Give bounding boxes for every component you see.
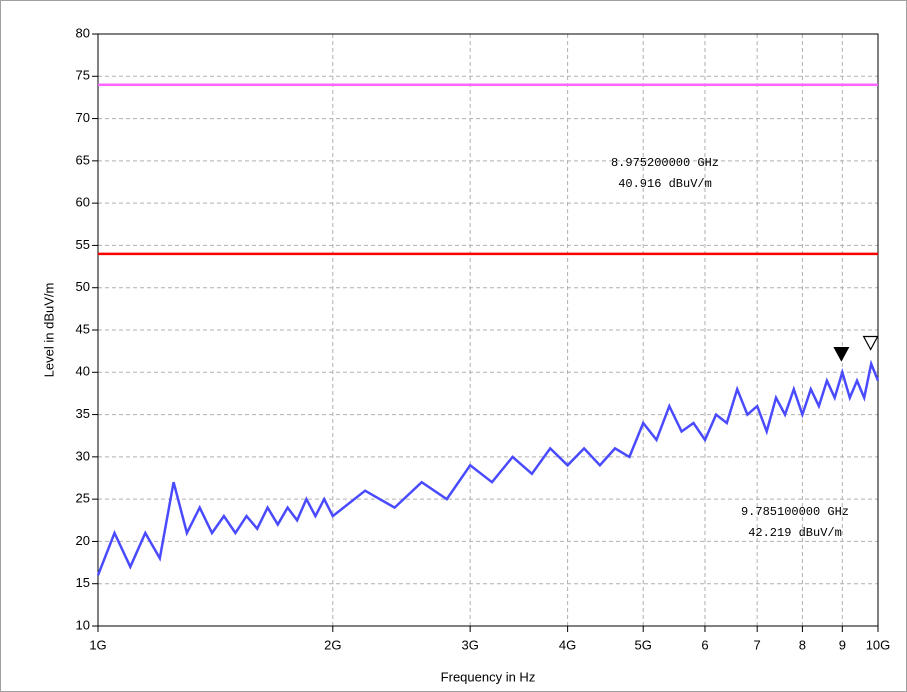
x-tick-label: 2G — [324, 637, 341, 652]
x-tick-label: 10G — [866, 637, 891, 652]
y-tick-label: 80 — [76, 25, 90, 40]
trace — [96, 359, 880, 576]
y-axis-label: Level in dBuV/m — [41, 283, 56, 378]
marker — [862, 335, 879, 351]
y-tick-label: 40 — [76, 364, 90, 379]
y-tick-label: 75 — [76, 68, 90, 83]
marker-frequency: 9.785100000 GHz — [741, 505, 849, 519]
plot-border — [97, 33, 879, 627]
y-tick-label: 70 — [76, 110, 90, 125]
x-tick-label: 6 — [701, 637, 708, 652]
y-tick-label: 50 — [76, 279, 90, 294]
y-tick-label: 55 — [76, 237, 90, 252]
x-tick-label: 7 — [754, 637, 761, 652]
y-tick-label: 20 — [76, 533, 90, 548]
y-tick-label: 45 — [76, 321, 90, 336]
y-tick-label: 30 — [76, 448, 90, 463]
y-tick-label: 35 — [76, 406, 90, 421]
x-axis-label: Frequency in Hz — [441, 669, 536, 684]
marker — [833, 346, 850, 362]
x-tick-label: 3G — [461, 637, 478, 652]
y-tick-label: 10 — [76, 617, 90, 632]
y-tick-label: 65 — [76, 152, 90, 167]
y-tick-label: 25 — [76, 491, 90, 506]
y-tick-label: 60 — [76, 195, 90, 210]
x-tick-label: 1G — [89, 637, 106, 652]
marker-frequency: 8.975200000 GHz — [611, 156, 719, 170]
y-tick-label: 15 — [76, 575, 90, 590]
x-tick-label: 9 — [839, 637, 846, 652]
x-tick-label: 8 — [799, 637, 806, 652]
x-tick-label: 5G — [635, 637, 652, 652]
x-tick-label: 4G — [559, 637, 576, 652]
marker-level: 40.916 dBuV/m — [618, 177, 712, 191]
marker-level: 42.219 dBuV/m — [748, 526, 842, 540]
